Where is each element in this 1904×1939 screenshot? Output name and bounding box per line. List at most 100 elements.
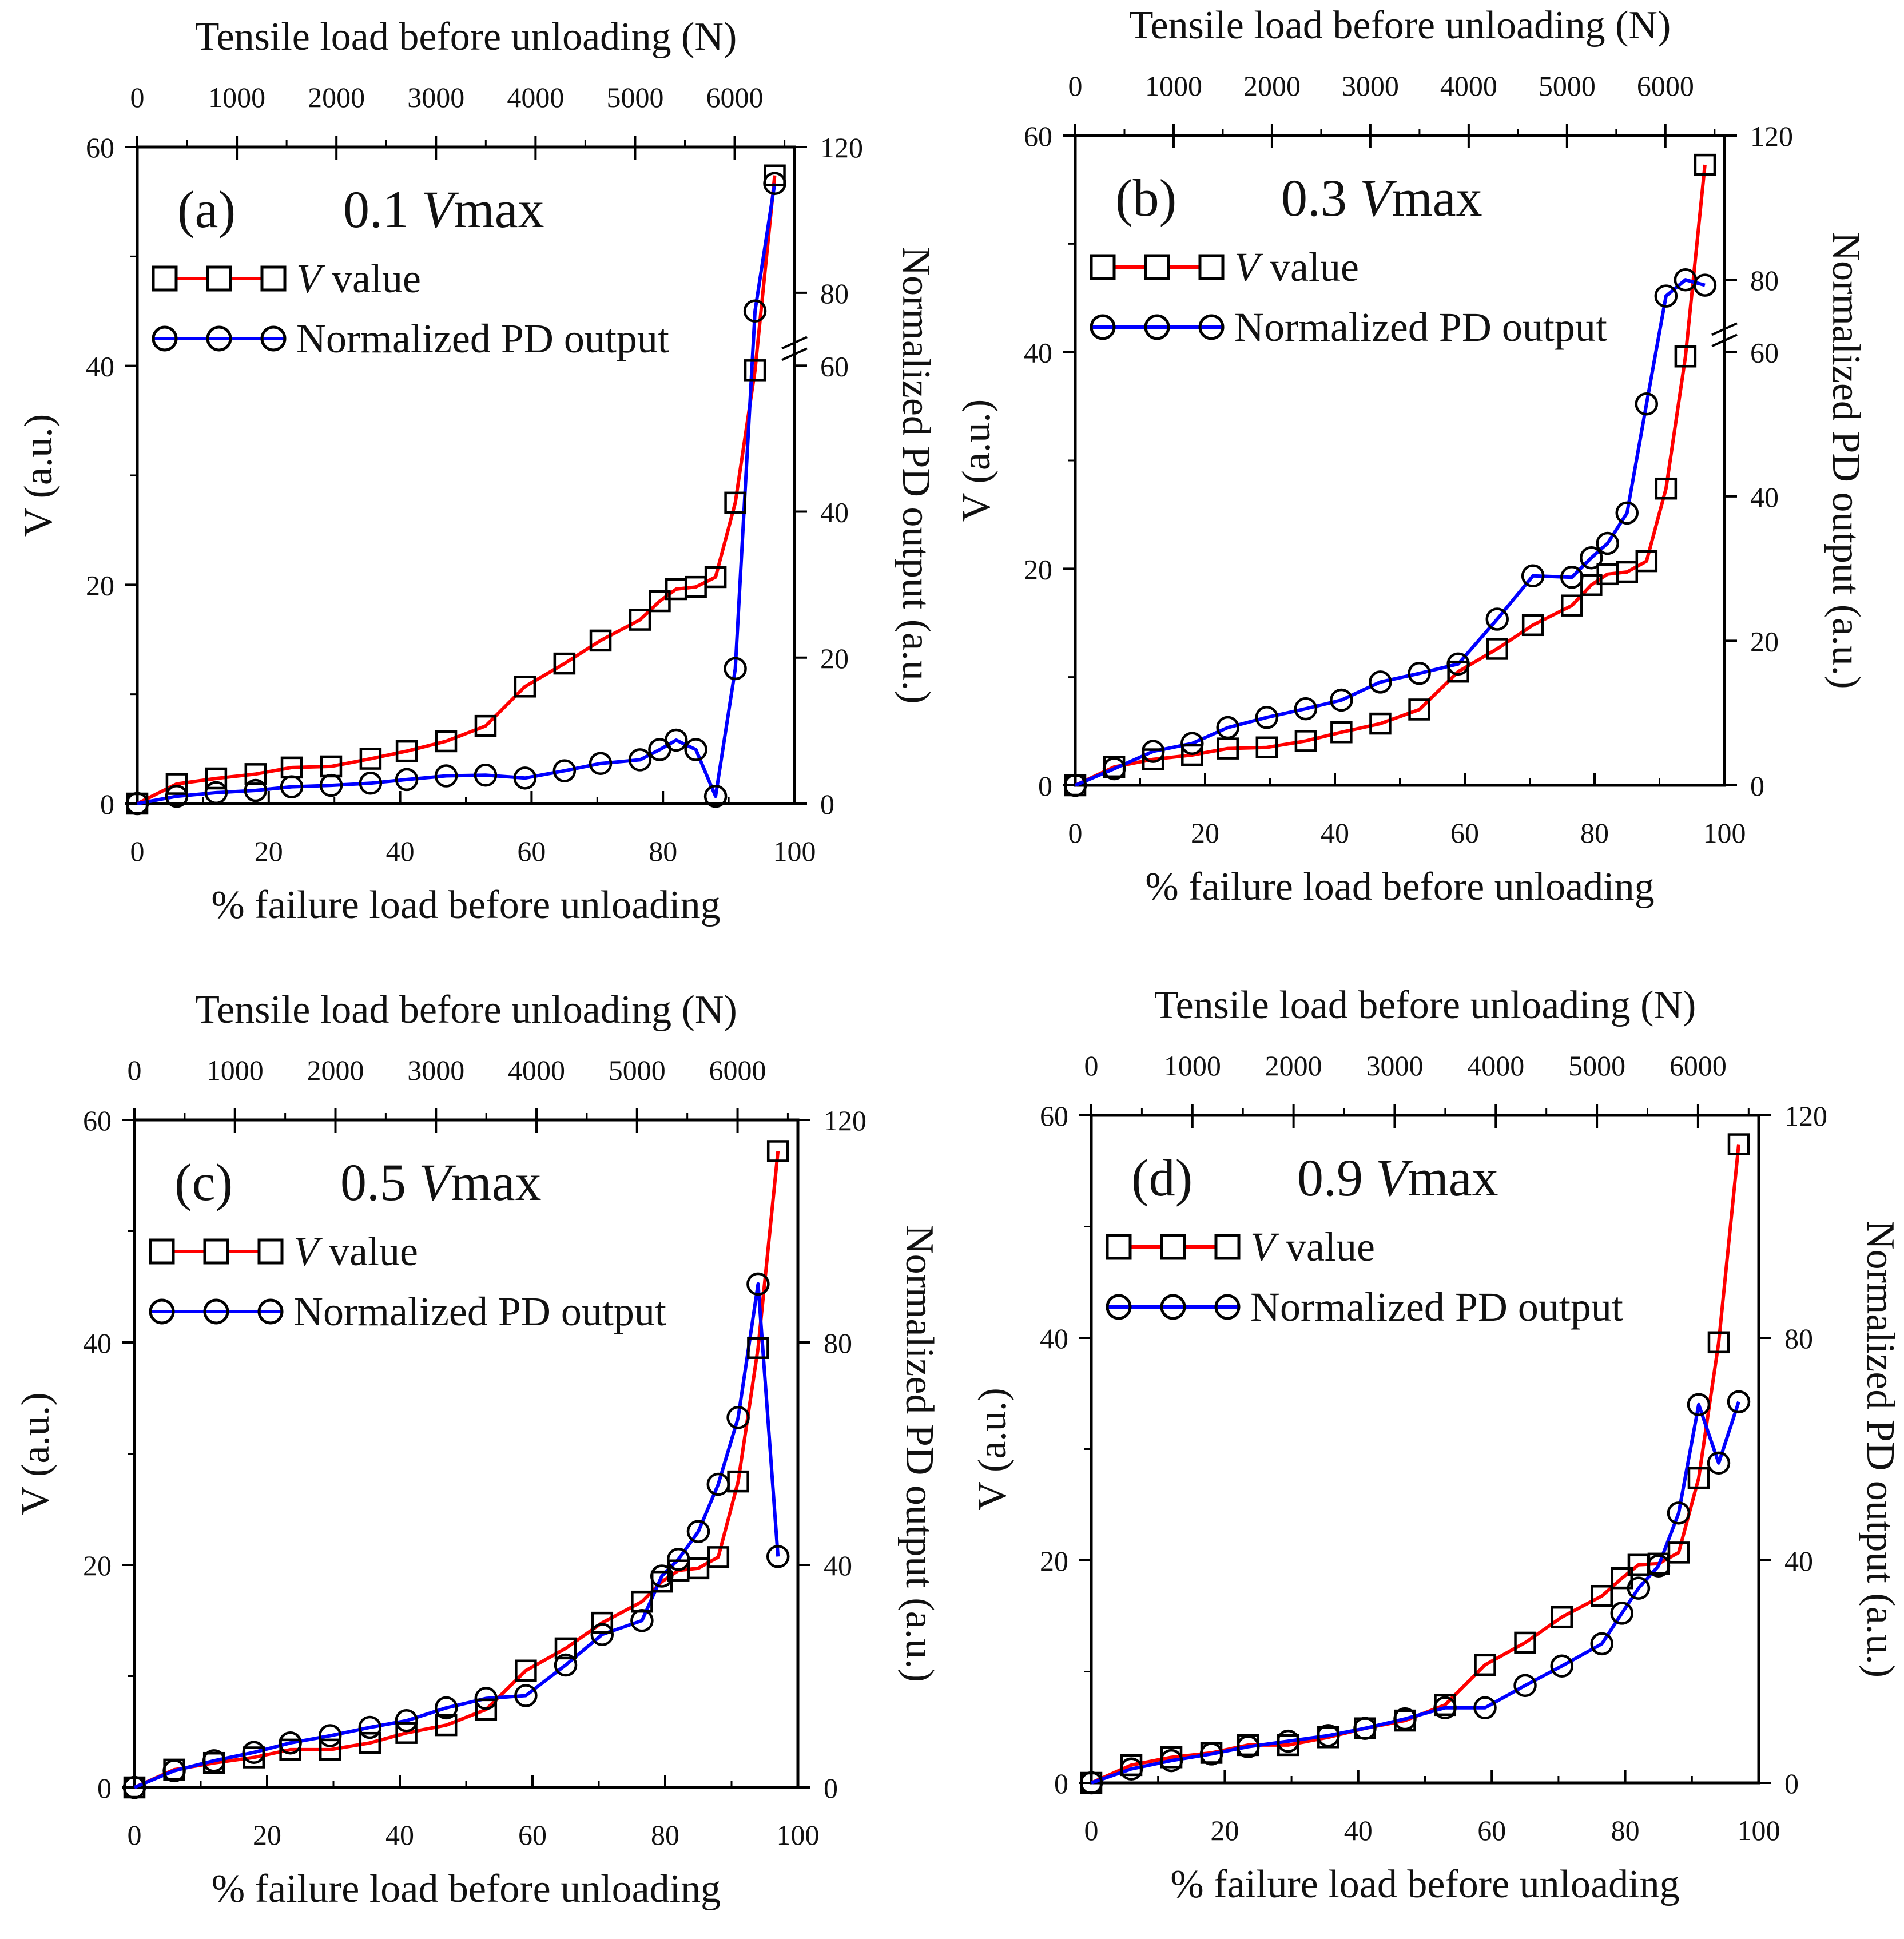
x-tick-label: 60 <box>1477 1814 1506 1846</box>
pd-output-point <box>554 1653 578 1677</box>
y-tick-label: 20 <box>86 569 114 601</box>
pd-output-point <box>122 1775 146 1799</box>
legend-pd-output: Normalized PD output <box>296 316 669 361</box>
x-tick-label: 100 <box>777 1819 820 1851</box>
v-value-point <box>629 609 651 631</box>
pd-output-point <box>434 1696 458 1720</box>
x-tick-label: 0 <box>1068 817 1083 849</box>
top-tick-label: 1000 <box>1145 70 1202 102</box>
pd-output-point <box>1446 652 1470 676</box>
series-line-v-value <box>133 1151 780 1789</box>
condition-subscript: max <box>454 180 544 239</box>
pd-output-point <box>664 728 688 752</box>
y2-tick-label: 120 <box>1750 120 1793 152</box>
legend-pd-output: Normalized PD output <box>1234 304 1607 350</box>
pd-output-point <box>686 1520 710 1543</box>
pd-output-point <box>1236 1735 1260 1759</box>
y2-tick-label: 20 <box>1750 625 1779 657</box>
pd-output-point <box>552 759 577 782</box>
series-line-v-value <box>136 175 777 805</box>
x-axis-title: % failure load before unloading <box>1145 865 1654 909</box>
pd-output-point <box>513 766 537 790</box>
series-line-v-value <box>1090 1144 1740 1785</box>
legend-v-value: V value <box>1250 1224 1375 1270</box>
v-value-point <box>554 1637 577 1660</box>
v-value-point <box>1591 1584 1613 1607</box>
pd-output-point <box>1513 1674 1537 1698</box>
pd-output-point <box>1317 1724 1340 1747</box>
series-line-pd-output <box>1074 278 1706 787</box>
legend-italic-symbol: V <box>1234 244 1263 290</box>
v-value-point <box>165 773 188 795</box>
y-tick-label: 40 <box>83 1327 112 1359</box>
top-tick-label: 1000 <box>206 1054 264 1086</box>
pd-output-point <box>474 1687 498 1710</box>
top-tick-label: 6000 <box>1670 1050 1727 1082</box>
top-tick-label: 0 <box>130 81 145 113</box>
top-tick-label: 4000 <box>507 81 564 113</box>
condition-label: 0.1 Vmax <box>343 180 544 239</box>
y2-tick-label: 120 <box>1784 1100 1827 1132</box>
top-tick-label: 5000 <box>609 1054 666 1086</box>
y-tick-label: 40 <box>1040 1322 1068 1354</box>
series-line-pd-output <box>133 1282 780 1789</box>
top-tick-label: 3000 <box>1342 70 1399 102</box>
chart-panel-d: 0 20 40 60 80 100 % failure load before unload… <box>971 983 1902 1906</box>
legend-text: value <box>1259 244 1359 290</box>
legend-circle-marker <box>203 1298 229 1325</box>
y-tick-label: 60 <box>1024 120 1052 152</box>
pd-output-point <box>1693 273 1717 297</box>
x-tick-label: 40 <box>386 835 415 867</box>
pd-output-point <box>1216 716 1239 740</box>
pd-output-point <box>1119 1757 1143 1781</box>
pd-output-point <box>650 1564 674 1588</box>
panel-label: (b) <box>1115 169 1176 227</box>
legend-pd-output: Normalized PD output <box>1250 1284 1623 1330</box>
x-tick-label: 100 <box>773 835 816 867</box>
pd-output-point <box>590 1623 614 1646</box>
legend-circle-marker <box>149 1298 175 1325</box>
x-tick-label: 20 <box>253 1819 281 1851</box>
legend-text: Normalized PD output <box>293 1289 666 1334</box>
pd-output-point <box>630 1609 654 1632</box>
pd-output-point <box>202 1749 226 1773</box>
y-tick-label: 60 <box>86 132 114 164</box>
y-tick-label: 60 <box>83 1104 112 1137</box>
pd-output-point <box>1727 1390 1751 1414</box>
pd-output-point <box>1707 1451 1731 1475</box>
v-value-point <box>704 566 727 589</box>
top-tick-label: 0 <box>1068 70 1083 102</box>
pd-output-point <box>746 1272 770 1296</box>
legend-text: Normalized PD output <box>296 316 669 361</box>
pd-output-point <box>1550 1654 1573 1678</box>
legend-v-value: V value <box>1234 244 1359 290</box>
pd-output-point <box>1610 1602 1634 1625</box>
axis-break-mark <box>781 347 808 361</box>
y2-tick-label: 0 <box>1750 770 1764 802</box>
x-tick-label: 20 <box>1191 817 1219 849</box>
v-value-point <box>649 590 671 613</box>
v-value-point <box>515 1659 537 1682</box>
panel-label: (a) <box>177 180 236 239</box>
top-tick-label: 3000 <box>1366 1050 1423 1082</box>
axis-break-mark <box>1711 322 1738 336</box>
y2-tick-label: 80 <box>1784 1322 1813 1354</box>
top-tick-label: 3000 <box>407 81 464 113</box>
condition-label: 0.3 Vmax <box>1281 169 1482 227</box>
pd-output-point <box>125 792 149 816</box>
pd-output-point <box>1199 1742 1223 1766</box>
legend-circle-marker <box>260 325 287 352</box>
pd-output-point <box>1369 670 1392 694</box>
y-axis-title: V (a.u.) <box>955 399 999 522</box>
x-tick-label: 0 <box>128 1819 142 1851</box>
pd-output-point <box>1521 564 1545 588</box>
legend-text: value <box>321 256 421 301</box>
legend-italic-symbol: V <box>1250 1224 1279 1270</box>
condition-label: 0.5 Vmax <box>340 1153 542 1211</box>
pd-output-point <box>242 1741 266 1764</box>
legend-circle-marker <box>152 325 178 352</box>
pd-output-point <box>1473 1696 1497 1719</box>
y2-tick-label: 120 <box>824 1104 866 1137</box>
x-tick-label: 60 <box>518 1819 547 1851</box>
v-value-point <box>589 629 612 652</box>
